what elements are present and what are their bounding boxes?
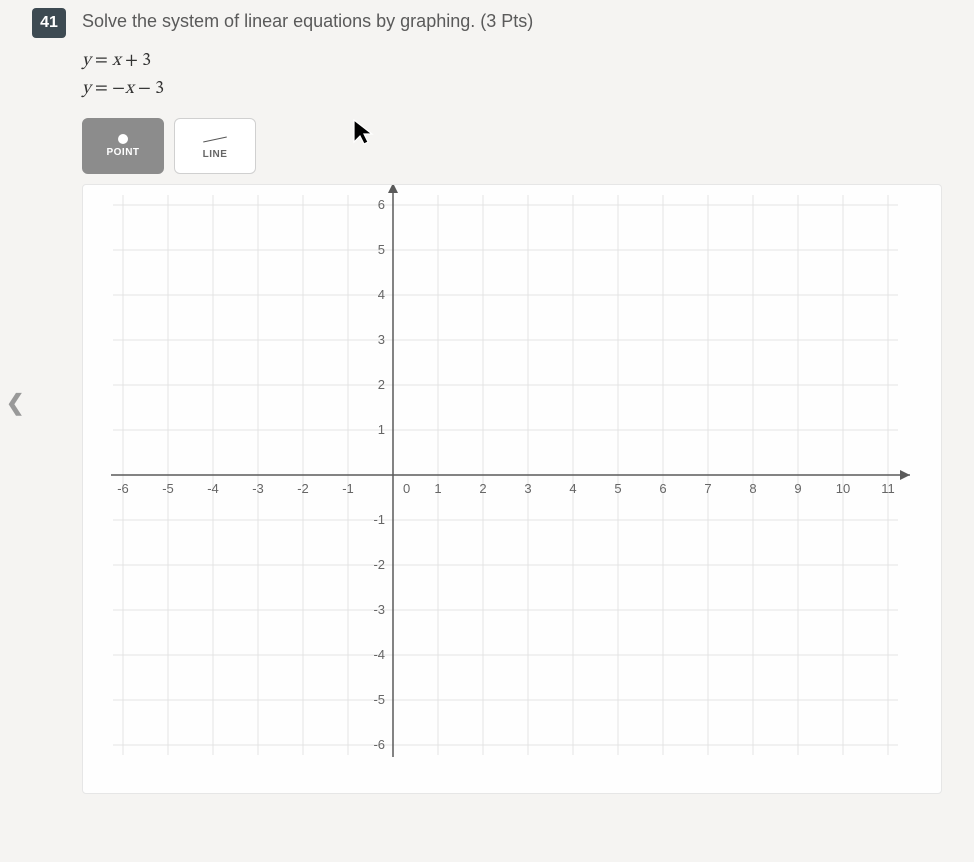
- graph-canvas[interactable]: -6 -5 -4 -3 -2 -1 0 1 2 3 4 5 6 7 8 9 10 11 -6 -5 -4 -3 -2 -1 1 2…: [82, 184, 942, 794]
- svg-text:5: 5: [614, 481, 621, 496]
- svg-text:-2: -2: [297, 481, 309, 496]
- point-tool-button[interactable]: POINT: [82, 118, 164, 174]
- svg-text:4: 4: [378, 287, 385, 302]
- svg-text:7: 7: [704, 481, 711, 496]
- line-tool-label: LINE: [203, 149, 228, 160]
- line-icon: [201, 132, 229, 146]
- svg-text:5: 5: [378, 242, 385, 257]
- svg-text:3: 3: [378, 332, 385, 347]
- svg-text:2: 2: [479, 481, 486, 496]
- svg-text:6: 6: [659, 481, 666, 496]
- line-tool-button[interactable]: LINE: [174, 118, 256, 174]
- svg-text:9: 9: [794, 481, 801, 496]
- svg-text:0: 0: [403, 481, 410, 496]
- svg-text:11: 11: [881, 481, 895, 496]
- question-prompt: Solve the system of linear equations by …: [82, 8, 533, 32]
- svg-text:-5: -5: [162, 481, 174, 496]
- svg-text:-4: -4: [207, 481, 219, 496]
- svg-text:-6: -6: [117, 481, 129, 496]
- svg-text:10: 10: [836, 481, 850, 496]
- svg-text:4: 4: [569, 481, 576, 496]
- equation-1: y = x + 3: [82, 48, 954, 76]
- svg-text:1: 1: [378, 422, 385, 437]
- svg-text:2: 2: [378, 377, 385, 392]
- tool-palette: POINT LINE: [82, 118, 954, 174]
- svg-text:-1: -1: [342, 481, 354, 496]
- svg-text:1: 1: [434, 481, 441, 496]
- svg-text:-3: -3: [373, 602, 385, 617]
- equation-list: y = x + 3 y = −x − 3: [82, 48, 954, 104]
- question-number-badge: 41: [32, 8, 66, 38]
- coordinate-grid[interactable]: -6 -5 -4 -3 -2 -1 0 1 2 3 4 5 6 7 8 9 10 11 -6 -5 -4 -3 -2 -1 1 2…: [83, 185, 942, 794]
- svg-text:-3: -3: [252, 481, 264, 496]
- question-block: 41 Solve the system of linear equations …: [32, 8, 954, 794]
- point-tool-label: POINT: [106, 147, 139, 158]
- svg-text:8: 8: [749, 481, 756, 496]
- question-header: 41 Solve the system of linear equations …: [32, 8, 954, 38]
- svg-text:3: 3: [524, 481, 531, 496]
- equation-2: y = −x − 3: [82, 76, 954, 104]
- prev-chevron-icon[interactable]: ❮: [6, 390, 24, 416]
- svg-text:-6: -6: [373, 737, 385, 752]
- svg-text:-2: -2: [373, 557, 385, 572]
- svg-text:-5: -5: [373, 692, 385, 707]
- point-icon: [118, 134, 128, 144]
- svg-text:-1: -1: [373, 512, 385, 527]
- svg-text:6: 6: [378, 197, 385, 212]
- svg-text:-4: -4: [373, 647, 385, 662]
